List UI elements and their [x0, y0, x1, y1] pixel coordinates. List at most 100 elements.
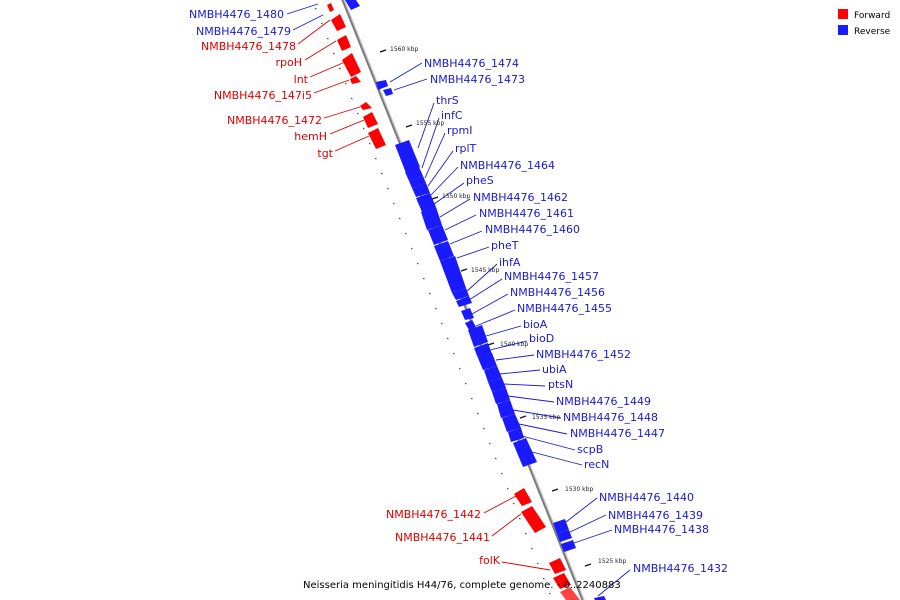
minor-tick-dot — [440, 322, 443, 325]
gene-label[interactable]: scpB — [577, 443, 603, 456]
gene-label[interactable]: ihfA — [499, 256, 521, 269]
gene-label[interactable]: pheS — [466, 174, 494, 187]
reverse-gene-arrow[interactable] — [405, 167, 423, 181]
forward-gene-arrow[interactable] — [337, 35, 351, 51]
reverse-gene-arrow[interactable] — [434, 241, 454, 261]
genome-caption: Neisseria meningitidis H44/76, complete … — [303, 580, 621, 591]
gene-label[interactable]: NMBH4476_1440 — [599, 491, 694, 504]
reverse-gene-arrow[interactable] — [513, 438, 537, 467]
reverse-gene-arrow[interactable] — [461, 308, 474, 320]
gene-label[interactable]: bioA — [523, 318, 548, 331]
gene-label[interactable]: NMBH4476_1480 — [189, 8, 284, 21]
forward-gene-arrow[interactable] — [342, 53, 361, 77]
gene-label[interactable]: folK — [479, 554, 501, 567]
reverse-gene-arrow[interactable] — [594, 596, 606, 600]
gene-label[interactable]: NMBH4476_1438 — [614, 523, 709, 536]
gene-label[interactable]: NMBH4476_1441 — [395, 531, 490, 544]
gene-label[interactable]: NMBH4476_147i5 — [214, 89, 312, 102]
gene-label[interactable]: NMBH4476_1447 — [570, 427, 665, 440]
forward-gene-arrow[interactable] — [350, 76, 361, 84]
forward-gene-arrow[interactable] — [360, 102, 372, 110]
forward-gene-arrow[interactable] — [327, 3, 334, 12]
leader-line — [491, 513, 522, 537]
gene-label[interactable]: NMBH4476_1452 — [536, 348, 631, 361]
gene-label[interactable]: rpoH — [275, 56, 302, 69]
reverse-gene-arrow[interactable] — [492, 388, 510, 404]
minor-tick-dot — [428, 292, 431, 295]
forward-gene-arrow[interactable] — [560, 587, 580, 600]
reverse-gene-arrow[interactable] — [497, 400, 515, 418]
leader-line — [569, 514, 607, 533]
gene-label[interactable]: NMBH4476_1439 — [608, 509, 703, 522]
gene-label[interactable]: bioD — [529, 332, 554, 345]
gene-label[interactable]: ptsN — [548, 378, 573, 391]
minor-tick-dot — [362, 127, 365, 130]
reverse-gene-arrow[interactable] — [502, 414, 521, 432]
reverse-gene-arrow[interactable] — [456, 296, 472, 307]
reverse-labels: NMBH4476_1480 NMBH4476_1479 NMBH4476_147… — [189, 8, 728, 575]
gene-label[interactable]: NMBH4476_1448 — [563, 411, 658, 424]
gene-label[interactable]: thrS — [436, 94, 459, 107]
reverse-gene-arrow[interactable] — [421, 207, 442, 230]
gene-label[interactable]: ubiA — [542, 363, 567, 376]
reverse-gene-arrow[interactable] — [468, 325, 488, 347]
reverse-gene-arrow[interactable] — [383, 88, 393, 96]
gene-label[interactable]: pheT — [491, 239, 519, 252]
reverse-gene-arrow[interactable] — [409, 176, 426, 188]
reverse-gene-arrow[interactable] — [452, 288, 469, 300]
reverse-gene-arrow[interactable] — [465, 320, 476, 330]
gene-label[interactable]: NMBH4476_1449 — [556, 395, 651, 408]
forward-gene-arrow[interactable] — [553, 573, 571, 589]
gene-label[interactable]: hemH — [294, 130, 327, 143]
reverse-gene-arrow[interactable] — [416, 193, 436, 212]
leader-line — [329, 119, 365, 135]
forward-gene-arrow[interactable] — [514, 488, 532, 506]
gene-label[interactable]: rplT — [455, 142, 477, 155]
gene-label[interactable]: NMBH4476_1464 — [460, 159, 555, 172]
gene-label[interactable]: recN — [584, 458, 609, 471]
gene-label[interactable]: NMBH4476_1442 — [386, 508, 481, 521]
forward-gene-arrow[interactable] — [549, 558, 566, 574]
forward-labels: NMBH4476_1478 rpoH lnt NMBH4476_147i5 NM… — [201, 40, 501, 567]
reverse-gene-arrow[interactable] — [376, 80, 388, 90]
gene-label[interactable]: tgt — [317, 147, 333, 160]
gene-label[interactable]: NMBH4476_1432 — [633, 562, 728, 575]
gene-label[interactable]: NMBH4476_1473 — [430, 73, 525, 86]
minor-tick-dot — [392, 202, 395, 205]
forward-gene-arrow[interactable] — [363, 112, 378, 128]
reverse-gene-arrow[interactable] — [484, 366, 502, 382]
gene-label[interactable]: lnt — [294, 73, 309, 86]
forward-gene-arrow[interactable] — [368, 128, 386, 149]
reverse-gene-arrow[interactable] — [395, 140, 420, 173]
reverse-gene-arrow[interactable] — [561, 540, 576, 552]
gene-label[interactable]: NMBH4476_1472 — [227, 114, 322, 127]
reverse-gene-arrow[interactable] — [488, 378, 506, 392]
gene-label[interactable]: rpmI — [447, 124, 472, 137]
reverse-gene-arrow[interactable] — [440, 256, 466, 293]
minor-tick-dot — [452, 352, 455, 355]
gene-label[interactable]: infC — [441, 109, 463, 122]
reverse-gene-arrow[interactable] — [412, 183, 430, 197]
minor-tick-dot — [422, 277, 425, 280]
reverse-gene-arrow[interactable] — [557, 530, 572, 542]
reverse-gene-arrow[interactable] — [474, 343, 492, 358]
gene-label[interactable]: NMBH4476_1474 — [424, 57, 519, 70]
legend-label-forward: Forward — [854, 11, 890, 21]
gene-label[interactable]: NMBH4476_1460 — [485, 223, 580, 236]
gene-label[interactable]: NMBH4476_1457 — [504, 270, 599, 283]
leader-line — [449, 230, 483, 245]
reverse-gene-arrow[interactable] — [345, 0, 360, 10]
forward-gene-arrow[interactable] — [521, 506, 546, 533]
reverse-gene-arrow[interactable] — [553, 519, 569, 534]
gene-label[interactable]: NMBH4476_1455 — [517, 302, 612, 315]
reverse-gene-arrow[interactable] — [428, 225, 448, 245]
gene-label[interactable]: NMBH4476_1462 — [473, 191, 568, 204]
reverse-gene-arrow[interactable] — [508, 428, 524, 442]
gene-label[interactable]: NMBH4476_1479 — [196, 25, 291, 38]
reverse-gene-arrow[interactable] — [478, 353, 497, 370]
gene-label[interactable]: NMBH4476_1461 — [479, 207, 574, 220]
forward-gene-arrow[interactable] — [331, 14, 346, 31]
gene-label[interactable]: NMBH4476_1456 — [510, 286, 605, 299]
gene-label[interactable]: NMBH4476_1478 — [201, 40, 296, 53]
leader-line — [297, 19, 331, 45]
